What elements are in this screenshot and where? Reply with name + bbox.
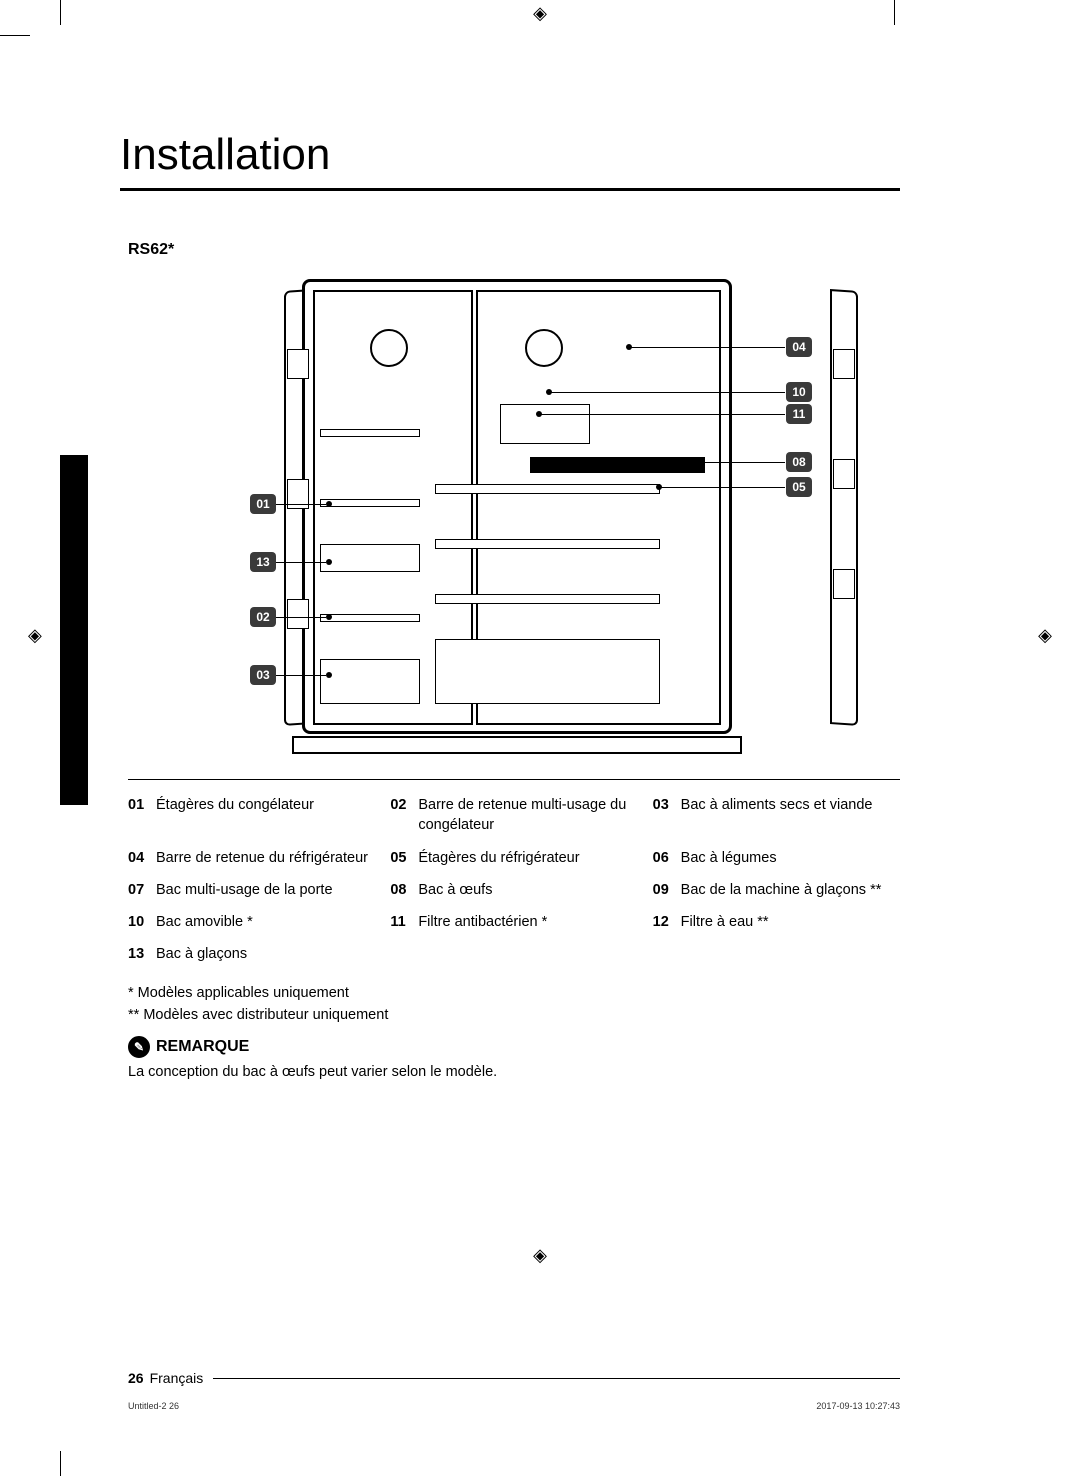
callout-04: 04 [786,337,812,357]
part-number: 02 [390,795,412,836]
part-label: Bac à glaçons [156,944,247,964]
part-label: Bac amovible * [156,912,253,932]
part-number: 13 [128,944,150,964]
footnote-2: ** Modèles avec distributeur uniquement [128,1005,900,1027]
remark-label: REMARQUE [156,1038,249,1056]
page-number: 26 [128,1370,144,1386]
part-item: 07 Bac multi-usage de la porte [128,880,375,900]
part-item: 10 Bac amovible * [128,912,375,932]
registration-mark-icon: ◈ [1038,625,1052,646]
part-number: 03 [653,795,675,836]
part-number: 08 [390,880,412,900]
parts-legend: 01Étagères du congélateur02Barre de rete… [128,779,900,1080]
crop-mark [894,0,895,25]
part-label: Étagères du réfrigérateur [418,848,579,868]
callout-08: 08 [786,452,812,472]
remark-text: La conception du bac à œufs peut varier … [128,1064,900,1080]
part-number: 09 [653,880,675,900]
light-icon [370,329,408,367]
part-item: 11 Filtre antibactérien * [390,912,637,932]
part-number: 04 [128,848,150,868]
crop-mark [60,1451,61,1476]
registration-mark-icon: ◈ [28,625,42,646]
part-number: 10 [128,912,150,932]
page-footer: 26 Français [128,1370,900,1386]
part-item: 05 Étagères du réfrigérateur [390,848,637,868]
footer-language: Français [150,1370,204,1386]
callout-03: 03 [250,665,276,685]
crop-mark [60,0,61,25]
part-item: 12 Filtre à eau ** [653,912,900,932]
part-item: 04 Barre de retenue du réfrigérateur [128,848,375,868]
part-label: Bac à œufs [418,880,492,900]
section-tab [60,455,88,805]
part-number: 01 [128,795,150,836]
part-number: 11 [390,912,412,932]
light-icon [525,329,563,367]
print-meta-right: 2017-09-13 10:27:43 [816,1401,900,1411]
part-label: Barre de retenue multi-usage du congélat… [418,795,637,836]
section-tab-label: Installation [15,620,30,720]
page-content: Installation RS62* Installation 01 [60,30,1020,1446]
callout-02: 02 [250,607,276,627]
model-heading: RS62* [128,241,1020,259]
fridge-diagram: 01 13 02 03 04 10 11 08 05 [250,279,840,754]
callout-13: 13 [250,552,276,572]
part-label: Barre de retenue du réfrigérateur [156,848,368,868]
part-item: 08 Bac à œufs [390,880,637,900]
part-label: Bac de la machine à glaçons ** [681,880,882,900]
part-item: 06 Bac à légumes [653,848,900,868]
registration-mark-icon: ◈ [533,3,547,24]
callout-01: 01 [250,494,276,514]
part-item: 02Barre de retenue multi-usage du congél… [390,795,637,836]
part-number: 07 [128,880,150,900]
footnote-1: * Modèles applicables uniquement [128,983,900,1005]
page-title: Installation [120,130,900,191]
part-label: Bac à légumes [681,848,777,868]
callout-10: 10 [786,382,812,402]
part-label: Filtre antibactérien * [418,912,547,932]
callout-05: 05 [786,477,812,497]
part-number: 06 [653,848,675,868]
print-meta-left: Untitled-2 26 [128,1401,179,1411]
part-item: 03Bac à aliments secs et viande [653,795,900,836]
part-number: 05 [390,848,412,868]
black-shelf [530,457,705,473]
part-item: 09 Bac de la machine à glaçons ** [653,880,900,900]
remark-heading: ✎ REMARQUE [128,1036,900,1058]
part-label: Filtre à eau ** [681,912,769,932]
note-icon: ✎ [128,1036,150,1058]
part-item: 13 Bac à glaçons [128,944,375,964]
part-item: 01Étagères du congélateur [128,795,375,836]
callout-11: 11 [786,404,812,424]
part-label: Étagères du congélateur [156,795,314,836]
part-number: 12 [653,912,675,932]
part-label: Bac multi-usage de la porte [156,880,333,900]
part-label: Bac à aliments secs et viande [681,795,873,836]
crop-mark [0,35,30,36]
